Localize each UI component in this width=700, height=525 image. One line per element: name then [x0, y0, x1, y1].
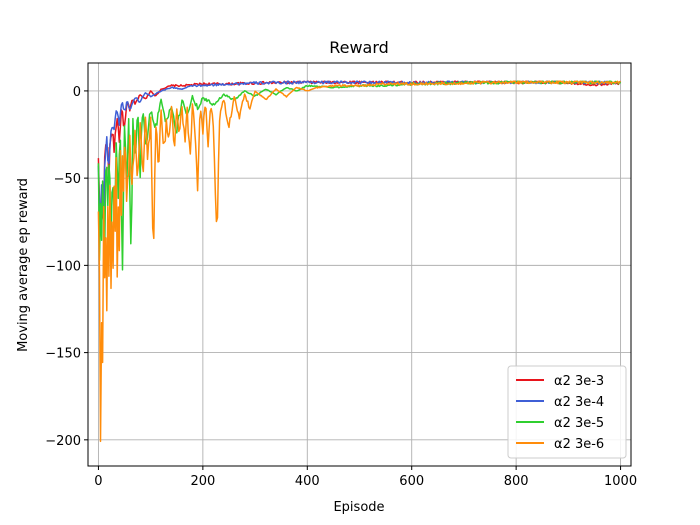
x-axis-label: Episode: [333, 500, 384, 515]
x-tick-label: 0: [94, 474, 102, 489]
legend-entry: α2 3e-3: [554, 374, 604, 389]
legend-box: [507, 365, 627, 459]
series-line: [97, 80, 621, 443]
y-axis-label: Moving average ep reward: [16, 178, 31, 352]
legend-entry: α2 3e-4: [554, 395, 604, 410]
chart-title: Reward: [329, 38, 389, 57]
x-tick-label: 600: [399, 474, 424, 489]
series-layer: [97, 80, 622, 443]
x-tick-label: 200: [190, 474, 215, 489]
y-tick-label: −50: [54, 172, 81, 187]
legend: α2 3e-3 α2 3e-4 α2 3e-5 α2 3e-6: [507, 365, 627, 459]
x-tick-label: 400: [295, 474, 320, 489]
plot-frame: [87, 62, 632, 467]
legend-entry: α2 3e-5: [554, 416, 604, 431]
x-tick-label: 1000: [604, 474, 637, 489]
y-tick-label: −150: [45, 347, 81, 362]
y-tick-label: −100: [45, 259, 81, 274]
x-tick-label: 800: [504, 474, 529, 489]
y-tick-label: −200: [45, 434, 81, 449]
axis-ticks: 0 200 400 600 800 1000 0 −50 −100 −150 −200: [45, 85, 637, 489]
legend-entry: α2 3e-6: [554, 437, 604, 452]
y-tick-label: 0: [73, 85, 81, 100]
